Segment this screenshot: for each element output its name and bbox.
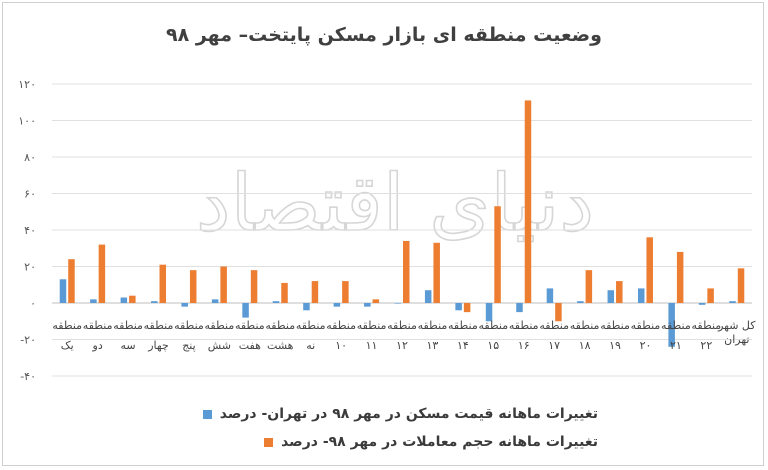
- bar-price: [59, 279, 67, 303]
- bar-price: [120, 297, 128, 303]
- x-tick-label: منطقه ۱۲: [387, 319, 417, 352]
- y-tick-label: ۰: [30, 297, 36, 310]
- bar-volume: [342, 281, 349, 303]
- x-tick-label: منطقه چهار: [144, 319, 174, 352]
- bar-price: [637, 288, 645, 303]
- legend-label-price: تغییرات ماهانه قیمت مسکن در مهر ۹۸ در ته…: [219, 406, 598, 422]
- legend-item-price: تغییرات ماهانه قیمت مسکن در مهر ۹۸ در ته…: [178, 400, 598, 428]
- x-tick-label: منطقه ۲۱: [661, 319, 691, 352]
- y-tick-label: -۲۰: [20, 334, 36, 347]
- bar-price: [90, 299, 97, 303]
- bar-volume: [68, 259, 75, 303]
- y-tick-label: ۸۰: [24, 151, 36, 164]
- bar-volume: [159, 264, 167, 303]
- bar-volume: [463, 303, 471, 313]
- bar-price: [485, 303, 493, 322]
- x-tick-label: منطقه ۱۰: [326, 319, 356, 352]
- y-tick-label: ۴۰: [24, 224, 36, 237]
- bar-volume: [707, 288, 714, 303]
- legend-swatch-price: [202, 409, 212, 419]
- x-tick-label: منطقه دو: [83, 319, 113, 352]
- chart-legend: تغییرات ماهانه قیمت مسکن در مهر ۹۸ در ته…: [178, 400, 598, 456]
- bar-volume: [220, 266, 227, 303]
- bar-price: [272, 301, 280, 303]
- y-tick-label: -۴۰: [20, 370, 36, 383]
- x-tick-label: منطقه ۱۳: [418, 319, 448, 352]
- bar-volume: [372, 299, 380, 303]
- bar-volume: [555, 303, 562, 322]
- bar-price: [729, 301, 736, 303]
- bar-price: [394, 303, 401, 304]
- bar-price: [516, 303, 523, 313]
- bar-price: [211, 299, 219, 303]
- bar-volume: [646, 237, 653, 303]
- y-tick-label: ۶۰: [24, 188, 36, 201]
- bar-volume: [98, 244, 106, 303]
- bar-volume: [189, 270, 197, 303]
- x-tick-label: منطقه نه: [296, 319, 326, 352]
- x-tick-label: منطقه ۱۱: [357, 319, 387, 352]
- bar-price: [303, 303, 310, 311]
- bar-volume: [129, 295, 136, 303]
- x-tick-label: منطقه ۱۹: [600, 319, 630, 352]
- chart-frame: [2, 2, 764, 466]
- x-tick-label: منطقه شش: [205, 319, 235, 352]
- x-tick-label: منطقه ۲۲: [691, 319, 721, 352]
- bar-price: [364, 303, 371, 307]
- bar-volume: [585, 270, 593, 303]
- bar-price: [151, 301, 158, 303]
- x-tick-label: منطقه سه: [113, 319, 143, 352]
- bar-price: [181, 303, 188, 307]
- y-tick-label: ۱۰۰: [18, 115, 36, 128]
- bar-volume: [616, 281, 623, 303]
- bar-price: [668, 303, 675, 347]
- x-tick-label: منطقه ۱۸: [570, 319, 600, 352]
- x-tick-label: منطقه ۱۵: [478, 319, 508, 352]
- bar-volume: [524, 100, 532, 303]
- bar-volume: [494, 206, 501, 303]
- bar-price: [333, 303, 341, 307]
- legend-swatch-volume: [264, 437, 274, 447]
- bar-volume: [737, 268, 745, 303]
- x-tick-label: منطقه هفت: [235, 319, 265, 352]
- x-tick-label: منطقه هشت: [265, 319, 295, 352]
- bar-volume: [433, 242, 440, 303]
- x-tick-label: منطقه ۱۴: [448, 319, 478, 352]
- bar-volume: [311, 281, 319, 303]
- bar-price: [546, 288, 554, 303]
- y-tick-label: ۲۰: [24, 261, 36, 274]
- bar-price: [698, 303, 706, 305]
- bar-price: [424, 290, 432, 303]
- bar-volume: [281, 282, 288, 303]
- bar-price: [577, 301, 584, 303]
- x-tick-label: منطقه ۱۶: [509, 319, 539, 352]
- x-tick-label: منطقه ۱۷: [539, 319, 569, 352]
- x-tick-label: کل شهر تهران: [717, 319, 756, 346]
- bar-price: [607, 290, 615, 303]
- chart-title: وضعیت منطقه ای بازار مسکن پایتخت– مهر ۹۸: [166, 24, 602, 46]
- bar-price: [455, 303, 462, 311]
- legend-item-volume: تغییرات ماهانه حجم معاملات در مهر ۹۸- در…: [178, 428, 598, 456]
- x-tick-label: منطقه یک: [52, 319, 82, 352]
- x-tick-label: منطقه ۲۰: [631, 319, 661, 352]
- y-tick-label: ۱۲۰: [18, 78, 36, 91]
- bar-volume: [403, 240, 410, 303]
- legend-label-volume: تغییرات ماهانه حجم معاملات در مهر ۹۸- در…: [281, 434, 598, 450]
- x-tick-label: منطقه پنج: [174, 319, 204, 352]
- bar-volume: [250, 270, 258, 303]
- bar-price: [242, 303, 249, 318]
- bar-volume: [676, 251, 684, 303]
